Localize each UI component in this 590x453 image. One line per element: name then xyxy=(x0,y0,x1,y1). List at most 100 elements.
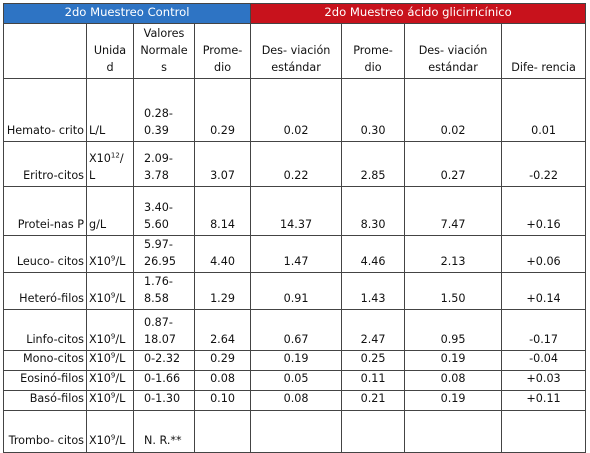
row-desviacion-acid: 0.02 xyxy=(404,78,503,143)
row-valores-normales: N. R.** xyxy=(133,409,195,453)
row-promedio-control: 0.29 xyxy=(193,350,252,372)
table-body: Hemato- crito L/L 0.28- 0.39 0.29 0.02 0.30 0.… xyxy=(3,78,587,453)
row-promedio-acid: 1.43 xyxy=(341,272,406,311)
unit-exponent: 9 xyxy=(110,290,116,299)
table-row: Basó-filos X109/L 0-1.30 0.10 0.08 0.21 0.19 +0… xyxy=(3,389,587,411)
row-desviacion-control: 14.37 xyxy=(250,186,343,237)
unit-exponent: 9 xyxy=(110,253,116,262)
row-unit: L/L xyxy=(86,78,134,143)
unit-tail: /L xyxy=(115,291,126,305)
row-desviacion-acid: 0.19 xyxy=(404,350,503,372)
row-promedio-acid: 8.30 xyxy=(341,186,406,237)
header-promedio-acid: Prome- dio xyxy=(341,23,406,80)
unit-base: X10 xyxy=(89,372,111,386)
row-promedio-acid xyxy=(341,409,406,453)
unit-tail: /L xyxy=(115,352,126,366)
row-unit: X109/L xyxy=(86,370,134,391)
row-diferencia: +0.03 xyxy=(501,370,587,391)
row-desviacion-acid: 2.13 xyxy=(404,235,503,274)
row-parameter: Eritro-citos xyxy=(3,141,87,188)
row-desviacion-control: 0.02 xyxy=(250,78,343,143)
row-promedio-acid: 0.25 xyxy=(341,350,406,372)
row-unit: X109/L xyxy=(86,235,134,274)
row-parameter: Basó-filos xyxy=(3,389,87,411)
group-header-acid: 2do Muestreo ácido glicirricínico xyxy=(250,2,587,25)
header-desviacion-acid: Des- viación estándar xyxy=(404,23,503,80)
row-parameter: Heteró-filos xyxy=(3,272,87,311)
table-row: Trombo- citos X109/L N. R.** xyxy=(3,409,587,453)
row-promedio-control: 2.64 xyxy=(193,309,252,352)
unit-base: X10 xyxy=(89,291,111,305)
row-desviacion-control xyxy=(250,409,343,453)
table-row: Leuco- citos X109/L 5.97- 26.95 4.40 1.47 4.4… xyxy=(3,235,587,274)
row-valores-normales: 0-1.30 xyxy=(133,389,195,411)
row-parameter: Protei-nas P xyxy=(3,186,87,237)
row-promedio-acid: 2.47 xyxy=(341,309,406,352)
unit-base: X10 xyxy=(89,352,111,366)
row-desviacion-control: 0.67 xyxy=(250,309,343,352)
row-promedio-control: 0.10 xyxy=(193,389,252,411)
row-unit: X109/L xyxy=(86,389,134,411)
row-unit: X109/L xyxy=(86,272,134,311)
row-desviacion-control: 1.47 xyxy=(250,235,343,274)
table-row: Mono-citos X109/L 0-2.32 0.29 0.19 0.25 0.19 -0… xyxy=(3,350,587,372)
header-promedio-control: Prome- dio xyxy=(193,23,252,80)
row-unit: X109/L xyxy=(86,309,134,352)
row-diferencia: -0.17 xyxy=(501,309,587,352)
row-desviacion-control: 0.22 xyxy=(250,141,343,188)
row-parameter: Trombo- citos xyxy=(3,409,87,453)
row-diferencia: -0.04 xyxy=(501,350,587,372)
row-promedio-control: 0.29 xyxy=(193,78,252,143)
unit-base: X10 xyxy=(89,391,111,405)
row-diferencia xyxy=(501,409,587,453)
table-row: Heteró-filos X109/L 1.76- 8.58 1.29 0.91 1.43… xyxy=(3,272,587,311)
row-promedio-acid: 2.85 xyxy=(341,141,406,188)
row-diferencia: +0.16 xyxy=(501,186,587,237)
unit-exponent: 12 xyxy=(110,151,120,160)
unit-base: g/L xyxy=(89,217,107,231)
unit-base: X10 xyxy=(89,332,111,346)
row-desviacion-control: 0.05 xyxy=(250,370,343,391)
header-diferencia: Dife- rencia xyxy=(501,23,587,80)
row-promedio-control: 0.08 xyxy=(193,370,252,391)
row-unit: g/L xyxy=(86,186,134,237)
table-row: Eritro-citos X1012/ L 2.09- 3.78 3.07 0.22 2.… xyxy=(3,141,587,188)
row-desviacion-acid: 0.08 xyxy=(404,370,503,391)
row-valores-normales: 0-1.66 xyxy=(133,370,195,391)
table-row: Linfo-citos X109/L 0.87- 18.07 2.64 0.67 2.47… xyxy=(3,309,587,352)
group-header-control: 2do Muestreo Control xyxy=(2,2,252,25)
unit-exponent: 9 xyxy=(110,331,116,340)
row-desviacion-acid: 1.50 xyxy=(404,272,503,311)
table-row: Eosinó-filos X109/L 0-1.66 0.08 0.05 0.11 0.08… xyxy=(3,370,587,391)
row-promedio-control: 3.07 xyxy=(193,141,252,188)
row-parameter: Linfo-citos xyxy=(3,309,87,352)
row-desviacion-acid: 0.27 xyxy=(404,141,503,188)
unit-base: X10 xyxy=(89,151,111,165)
row-parameter: Leuco- citos xyxy=(3,235,87,274)
row-unit: X1012/ L xyxy=(86,141,134,188)
row-valores-normales: 3.40- 5.60 xyxy=(133,186,195,237)
header-valores-normales: Valores Normale s xyxy=(133,23,195,80)
header-parameter xyxy=(3,23,87,80)
table-row: Hemato- crito L/L 0.28- 0.39 0.29 0.02 0.30 0.… xyxy=(3,78,587,143)
row-valores-normales: 0.28- 0.39 xyxy=(133,78,195,143)
row-valores-normales: 0.87- 18.07 xyxy=(133,309,195,352)
row-promedio-acid: 0.21 xyxy=(341,389,406,411)
row-promedio-control xyxy=(193,409,252,453)
row-desviacion-acid: 7.47 xyxy=(404,186,503,237)
row-parameter: Hemato- crito xyxy=(3,78,87,143)
row-desviacion-control: 0.08 xyxy=(250,389,343,411)
group-header-row: 2do Muestreo Control 2do Muestreo ácido … xyxy=(2,2,587,25)
row-diferencia: +0.14 xyxy=(501,272,587,311)
unit-exponent: 9 xyxy=(110,391,116,400)
unit-tail: /L xyxy=(115,391,126,405)
row-promedio-control: 8.14 xyxy=(193,186,252,237)
row-promedio-acid: 4.46 xyxy=(341,235,406,274)
unit-base: X10 xyxy=(89,433,111,447)
row-unit: X109/L xyxy=(86,409,134,453)
row-parameter: Mono-citos xyxy=(3,350,87,372)
unit-tail: /L xyxy=(115,254,126,268)
